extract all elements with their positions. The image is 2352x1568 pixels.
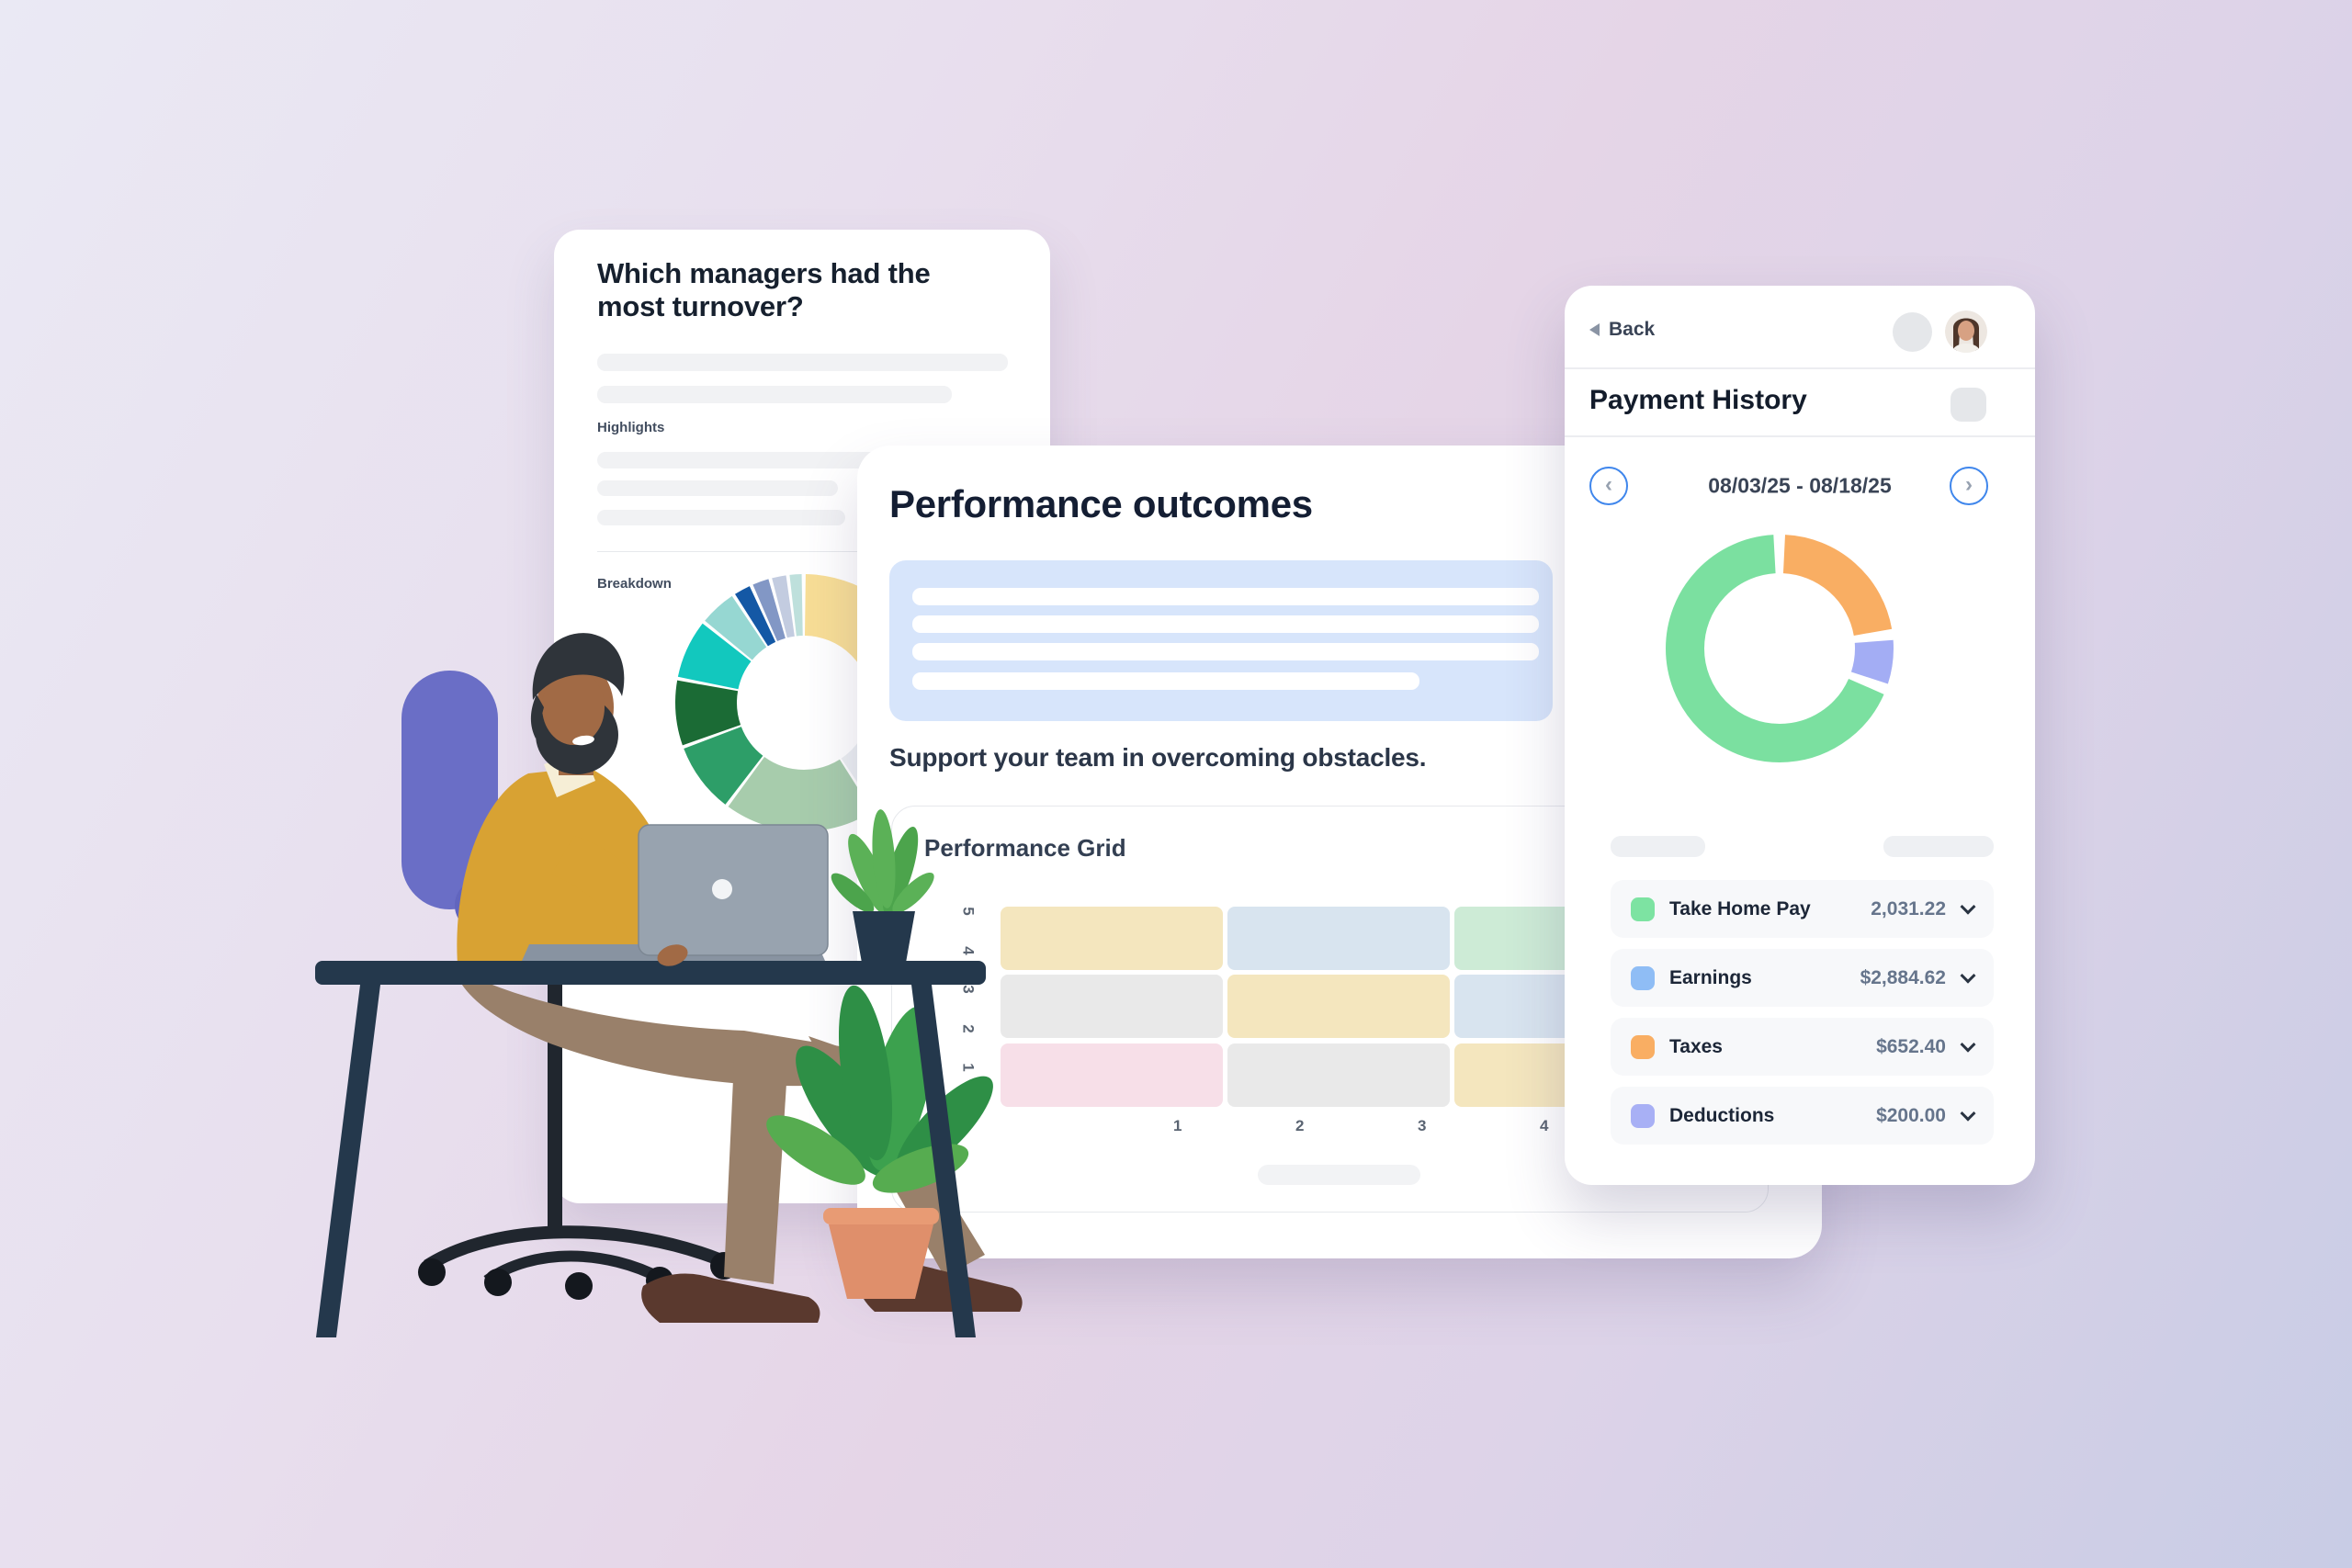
chevron-down-icon[interactable] bbox=[1960, 898, 1976, 915]
heatmap-cell bbox=[1227, 975, 1450, 1039]
desk-plant-pot bbox=[853, 911, 915, 963]
payment-row-taxes[interactable]: Taxes $652.40 bbox=[1611, 1018, 1994, 1076]
heatmap-cell bbox=[1227, 1043, 1450, 1107]
turnover-card-title: Which managers had the most turnover? bbox=[597, 257, 931, 322]
placeholder-text-bar bbox=[597, 386, 952, 403]
category-color-swatch bbox=[1631, 1103, 1655, 1128]
performance-grid-title: Performance Grid bbox=[924, 834, 1126, 862]
performance-card-subtitle: Support your team in overcoming obstacle… bbox=[889, 743, 1427, 772]
category-value: $2,884.62 bbox=[1860, 966, 1946, 988]
placeholder-text-bar bbox=[597, 510, 845, 525]
desk-plant bbox=[831, 809, 934, 963]
x-tick-label: 1 bbox=[1173, 1117, 1182, 1134]
category-value: $200.00 bbox=[1876, 1104, 1946, 1126]
payment-donut-chart bbox=[1666, 535, 1894, 762]
category-color-swatch bbox=[1631, 1034, 1655, 1059]
next-period-button[interactable]: › bbox=[1950, 467, 1988, 505]
mouth bbox=[572, 735, 594, 746]
chair-wheel bbox=[418, 1258, 446, 1286]
category-label: Deductions bbox=[1669, 1104, 1775, 1126]
category-color-swatch bbox=[1631, 965, 1655, 990]
chevron-right-icon: › bbox=[1965, 471, 1973, 497]
category-value: 2,031.22 bbox=[1871, 897, 1946, 919]
back-arrow-icon bbox=[1589, 323, 1600, 336]
chevron-down-icon[interactable] bbox=[1960, 1105, 1976, 1122]
divider bbox=[1565, 435, 2035, 437]
payment-row-deductions[interactable]: Deductions $200.00 bbox=[1611, 1087, 1994, 1145]
card-header: Back bbox=[1565, 286, 2035, 367]
desk bbox=[315, 961, 986, 1337]
section-divider bbox=[597, 551, 1011, 552]
category-color-swatch bbox=[1631, 897, 1655, 921]
category-label: Earnings bbox=[1669, 966, 1752, 988]
desk-leg bbox=[911, 985, 976, 1337]
legend-placeholder bbox=[1258, 1165, 1420, 1185]
chevron-down-icon[interactable] bbox=[1960, 967, 1976, 984]
donut-segment-dark-green bbox=[675, 574, 933, 831]
legend-placeholder bbox=[1611, 836, 1705, 857]
donut-segment-Deductions bbox=[1666, 535, 1894, 762]
heatmap-cell bbox=[1001, 975, 1223, 1039]
desk-top bbox=[315, 961, 986, 985]
placeholder-text-line bbox=[912, 672, 1419, 690]
payment-row-earnings[interactable]: Earnings $2,884.62 bbox=[1611, 949, 1994, 1007]
person-at-desk-illustration bbox=[315, 633, 1023, 1337]
x-tick-label: 3 bbox=[1418, 1117, 1427, 1134]
avatar[interactable] bbox=[1945, 310, 1987, 353]
donut-segment-sage-green bbox=[675, 574, 933, 831]
divider bbox=[1565, 367, 2035, 369]
previous-period-button[interactable]: ‹ bbox=[1589, 467, 1628, 505]
x-tick-label: 2 bbox=[1295, 1117, 1305, 1134]
chair-base bbox=[424, 1225, 724, 1271]
category-label: Taxes bbox=[1669, 1035, 1723, 1057]
highlighted-note-block bbox=[889, 560, 1553, 721]
breakdown-label: Breakdown bbox=[597, 576, 672, 592]
placeholder-text-line bbox=[912, 643, 1539, 660]
notification-placeholder-circle[interactable] bbox=[1893, 312, 1932, 352]
heatmap-cell bbox=[1227, 907, 1450, 970]
placeholder-text-line bbox=[912, 588, 1539, 605]
placeholder-text-bar bbox=[597, 480, 838, 496]
date-range-navigator: ‹ 08/03/25 - 08/18/25 › bbox=[1565, 467, 2035, 505]
date-range-label: 08/03/25 - 08/18/25 bbox=[1708, 473, 1892, 498]
desk-leg bbox=[316, 985, 380, 1337]
chevron-left-icon: ‹ bbox=[1605, 471, 1612, 497]
shoe bbox=[641, 1273, 820, 1323]
chair-wheel bbox=[484, 1269, 512, 1296]
avatar-image bbox=[1945, 310, 1987, 353]
x-tick-label: 4 bbox=[1540, 1117, 1549, 1134]
laptop-screen bbox=[638, 824, 829, 956]
hand bbox=[657, 944, 688, 966]
chair-wheel bbox=[565, 1272, 593, 1300]
back-button[interactable]: Back bbox=[1589, 319, 1655, 341]
category-value: $652.40 bbox=[1876, 1035, 1946, 1057]
payment-history-title: Payment History bbox=[1589, 385, 1807, 415]
floor-plant bbox=[766, 985, 993, 1299]
back-label: Back bbox=[1609, 319, 1656, 340]
category-label: Take Home Pay bbox=[1669, 897, 1811, 919]
plant-pot-rim bbox=[823, 1208, 939, 1224]
heatmap-cell bbox=[1001, 907, 1223, 970]
chevron-down-icon[interactable] bbox=[1960, 1036, 1976, 1053]
placeholder-text-line bbox=[912, 615, 1539, 633]
payment-history-card: Back Payment History ‹ 08/03/25 - 08/18/… bbox=[1565, 286, 2035, 1185]
donut-segment-Take Home Pay bbox=[1666, 535, 1894, 762]
laptop-logo bbox=[712, 879, 732, 899]
placeholder-text-bar bbox=[597, 354, 1008, 371]
menu-placeholder-button[interactable] bbox=[1951, 388, 1986, 422]
hair bbox=[532, 633, 625, 700]
legend-placeholder bbox=[1883, 836, 1994, 857]
laptop bbox=[522, 824, 829, 966]
performance-card-title: Performance outcomes bbox=[889, 482, 1313, 525]
plant-pot bbox=[829, 1224, 933, 1299]
highlights-label: Highlights bbox=[597, 420, 665, 435]
payment-row-take-home-pay[interactable]: Take Home Pay 2,031.22 bbox=[1611, 880, 1994, 938]
heatmap-cell bbox=[1001, 1043, 1223, 1107]
